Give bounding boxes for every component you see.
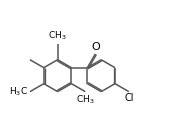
Text: Cl: Cl: [125, 93, 134, 103]
Text: CH$_3$: CH$_3$: [76, 94, 95, 106]
Text: O: O: [92, 42, 101, 52]
Text: CH$_3$: CH$_3$: [48, 30, 67, 42]
Text: H$_3$C: H$_3$C: [9, 85, 28, 98]
